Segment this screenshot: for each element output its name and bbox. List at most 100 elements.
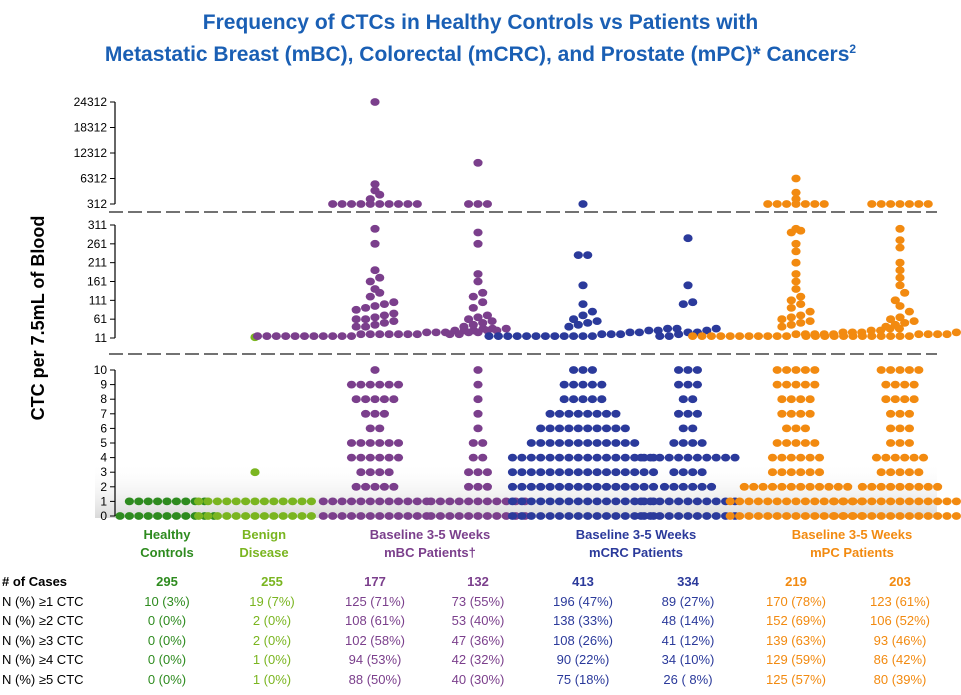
data-point — [895, 439, 905, 447]
data-point — [791, 277, 801, 286]
stats-cell: 1 (0%) — [252, 671, 292, 687]
data-point — [702, 497, 712, 506]
data-point — [791, 424, 801, 433]
data-point — [459, 322, 469, 331]
data-point — [630, 439, 640, 447]
data-point — [688, 482, 698, 491]
data-point — [278, 512, 288, 520]
data-point — [678, 395, 688, 404]
data-point — [473, 482, 483, 491]
data-point — [473, 239, 483, 248]
data-point — [564, 468, 574, 477]
data-point — [569, 395, 579, 404]
data-point — [886, 424, 896, 433]
data-point — [346, 200, 357, 208]
data-point — [375, 273, 385, 282]
data-point — [578, 332, 588, 341]
data-point — [318, 497, 328, 506]
data-point — [772, 366, 782, 374]
data-point — [800, 200, 811, 208]
data-point — [375, 439, 385, 447]
data-point — [241, 512, 251, 520]
data-point — [674, 380, 684, 389]
data-point — [346, 512, 357, 520]
data-point — [468, 453, 478, 462]
data-point — [786, 482, 796, 491]
data-point — [573, 439, 583, 447]
data-point — [162, 512, 172, 520]
data-point — [895, 243, 905, 252]
data-point — [306, 512, 316, 520]
y-tick-label: 24312 — [74, 95, 108, 109]
stats-row-label: N (%) ≥3 CTC — [2, 632, 84, 648]
data-point — [933, 497, 943, 506]
stats-cell: 86 (42%) — [873, 652, 927, 667]
data-point — [375, 330, 385, 339]
data-point — [933, 482, 943, 491]
data-point — [786, 395, 796, 404]
data-point — [833, 482, 843, 491]
data-point — [482, 512, 492, 520]
data-point — [669, 439, 679, 447]
data-point — [909, 453, 919, 462]
data-point — [655, 512, 665, 520]
data-point — [639, 482, 649, 491]
data-point — [721, 453, 731, 462]
data-point — [800, 424, 811, 433]
data-point — [791, 285, 801, 293]
data-point — [895, 332, 905, 341]
data-point — [611, 424, 621, 433]
y-tick-label: 3 — [100, 465, 107, 479]
data-point — [393, 497, 404, 506]
data-point — [592, 512, 602, 520]
data-point — [384, 330, 394, 339]
data-point — [384, 512, 394, 520]
data-point — [791, 512, 801, 520]
stats-cell: 0 (0%) — [147, 652, 187, 667]
data-point — [464, 497, 474, 506]
data-point — [389, 482, 399, 491]
stats-cell: 102 (58%) — [345, 632, 405, 648]
data-point — [365, 468, 375, 477]
data-point — [545, 497, 555, 506]
data-point — [346, 332, 357, 341]
data-point — [786, 453, 796, 462]
data-point — [297, 497, 307, 506]
stats-cell: 89 (27%) — [661, 593, 715, 609]
data-point — [365, 439, 375, 447]
data-point — [942, 497, 952, 506]
data-point — [578, 281, 588, 290]
data-point — [356, 439, 366, 447]
data-point — [786, 320, 796, 329]
data-point — [683, 234, 693, 243]
stats-cell: 90 (22%) — [556, 652, 610, 667]
data-point — [782, 366, 792, 374]
data-point — [777, 468, 787, 477]
data-point — [900, 380, 910, 389]
data-point — [810, 366, 820, 374]
data-point — [796, 468, 806, 477]
data-point — [923, 200, 933, 208]
data-point — [678, 468, 688, 477]
data-point — [674, 497, 684, 506]
data-point — [692, 453, 703, 462]
data-point — [356, 200, 366, 208]
data-point — [805, 468, 815, 477]
data-point — [782, 424, 792, 433]
data-point — [454, 512, 464, 520]
y-tick-label: 8 — [100, 392, 107, 406]
data-point — [601, 409, 612, 418]
data-point — [611, 439, 621, 447]
data-point — [867, 332, 877, 341]
data-point — [904, 497, 915, 506]
stats-row-label: # of Cases — [2, 574, 68, 589]
data-point — [337, 332, 347, 341]
data-point — [464, 328, 474, 337]
data-point — [683, 512, 693, 520]
data-point — [241, 497, 251, 506]
data-point — [735, 332, 745, 341]
data-point — [517, 468, 527, 477]
data-point — [895, 482, 905, 491]
data-point — [772, 200, 782, 208]
data-point — [370, 98, 380, 106]
